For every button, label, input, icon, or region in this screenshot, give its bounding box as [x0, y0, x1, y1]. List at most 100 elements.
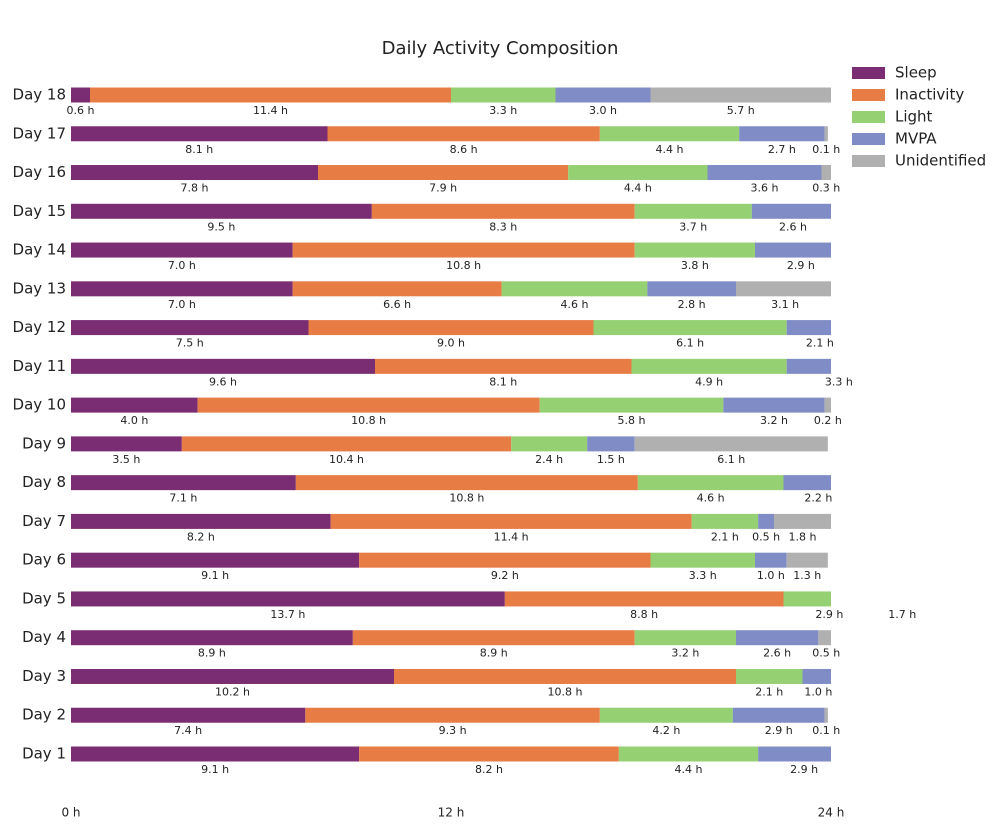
- bar-segment: [352, 630, 635, 646]
- bar-segment: [71, 87, 90, 103]
- legend-label: Inactivity: [895, 86, 964, 104]
- bar-segment: [634, 242, 755, 258]
- legend-swatch: [852, 67, 885, 79]
- value-label: 8.3 h: [489, 220, 517, 233]
- value-label: 3.8 h: [681, 259, 709, 272]
- value-label: 9.0 h: [437, 337, 465, 350]
- bar-segment: [786, 552, 828, 568]
- legend-swatch: [852, 155, 885, 167]
- value-label: 4.9 h: [695, 375, 723, 388]
- bar-segment: [634, 203, 752, 219]
- value-label: 3.2 h: [671, 647, 699, 660]
- value-label: 13.7 h: [270, 608, 305, 621]
- value-label: 3.2 h: [760, 414, 788, 427]
- value-label: 3.5 h: [112, 453, 140, 466]
- y-tick-label: Day 2: [22, 706, 66, 724]
- bar-segment: [821, 165, 831, 181]
- value-label: 9.2 h: [491, 569, 519, 582]
- y-tick-label: Day 8: [22, 473, 66, 491]
- value-label: 8.1 h: [489, 375, 517, 388]
- bar-segment: [71, 203, 372, 219]
- value-label: 7.4 h: [174, 724, 202, 737]
- bar-segment: [783, 475, 831, 491]
- value-label: 3.0 h: [589, 104, 617, 117]
- value-label: 1.8 h: [789, 530, 817, 543]
- bar-segment: [736, 668, 803, 684]
- y-tick-label: Day 13: [13, 279, 66, 297]
- value-label: 8.1 h: [185, 143, 213, 156]
- bar-segment: [732, 707, 825, 723]
- y-tick-label: Day 16: [13, 163, 66, 181]
- value-label: 0.5 h: [752, 530, 780, 543]
- value-label: 2.6 h: [763, 647, 791, 660]
- value-label: 8.8 h: [630, 608, 658, 621]
- y-tick-label: Day 9: [22, 434, 66, 452]
- bar-segment: [758, 746, 831, 762]
- bar-segment: [318, 165, 569, 181]
- value-label: 7.9 h: [429, 182, 457, 195]
- bar-segment: [637, 475, 784, 491]
- value-label: 2.1 h: [806, 337, 834, 350]
- value-label: 2.1 h: [711, 530, 739, 543]
- value-label: 3.3 h: [825, 375, 853, 388]
- bar-segment: [305, 707, 600, 723]
- bar-segment: [618, 746, 759, 762]
- value-label: 9.1 h: [201, 569, 229, 582]
- y-tick-label: Day 11: [13, 357, 66, 375]
- value-label: 8.9 h: [480, 647, 508, 660]
- bar-segment: [774, 513, 831, 529]
- value-label: 10.8 h: [449, 492, 484, 505]
- bar-segment: [71, 513, 331, 529]
- value-label: 4.4 h: [624, 182, 652, 195]
- value-label: 0.2 h: [814, 414, 842, 427]
- bar-segment: [308, 320, 594, 336]
- value-label: 4.6 h: [561, 298, 589, 311]
- value-label: 7.5 h: [176, 337, 204, 350]
- bar-segment: [181, 436, 512, 452]
- x-tick-label: 24 h: [818, 806, 845, 820]
- value-label: 2.4 h: [535, 453, 563, 466]
- bar-segment: [501, 281, 648, 297]
- legend-swatch: [852, 111, 885, 123]
- value-label: 1.0 h: [757, 569, 785, 582]
- legend-label: Unidentified: [895, 152, 986, 170]
- value-label: 10.2 h: [215, 685, 250, 698]
- bar-segment: [504, 591, 784, 607]
- value-label: 6.6 h: [383, 298, 411, 311]
- value-label: 3.7 h: [679, 220, 707, 233]
- bar-segment: [375, 358, 632, 374]
- bar-segment: [197, 397, 540, 413]
- value-label: 1.7 h: [888, 608, 916, 621]
- y-tick-label: Day 7: [22, 512, 66, 530]
- bar-segment: [359, 552, 651, 568]
- bar-segment: [707, 165, 822, 181]
- value-label: 0.1 h: [812, 143, 840, 156]
- bar-segment: [292, 281, 502, 297]
- bar-segment: [71, 165, 318, 181]
- bar-segment: [330, 513, 692, 529]
- bar-segment: [71, 475, 296, 491]
- bar-segment: [875, 591, 929, 606]
- value-label: 2.1 h: [755, 685, 783, 698]
- value-label: 2.7 h: [768, 143, 796, 156]
- value-label: 10.8 h: [351, 414, 386, 427]
- bar-segment: [71, 552, 360, 568]
- value-label: 6.1 h: [717, 453, 745, 466]
- value-label: 9.5 h: [207, 220, 235, 233]
- value-label: 11.4 h: [253, 104, 288, 117]
- value-label: 11.4 h: [494, 530, 529, 543]
- y-tick-label: Day 5: [22, 589, 66, 607]
- value-label: 7.8 h: [181, 182, 209, 195]
- bar-segment: [511, 436, 588, 452]
- bar-segment: [539, 397, 724, 413]
- y-tick-label: Day 6: [22, 551, 66, 569]
- bar-segment: [327, 126, 600, 142]
- bar-segment: [71, 668, 394, 684]
- bar-segment: [723, 397, 825, 413]
- bar-segment: [295, 475, 638, 491]
- bar-segment: [755, 242, 831, 258]
- value-label: 2.9 h: [765, 724, 793, 737]
- y-tick-label: Day 15: [13, 202, 66, 220]
- bar-segment: [71, 126, 328, 142]
